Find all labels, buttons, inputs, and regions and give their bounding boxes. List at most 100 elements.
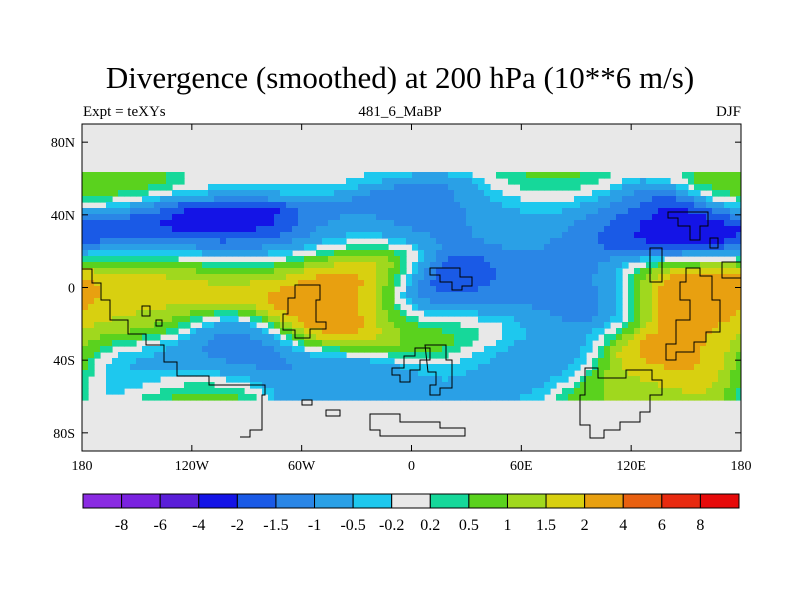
field-cell: [328, 352, 335, 359]
field-cell: [406, 298, 413, 305]
field-cell: [574, 178, 581, 185]
field-cell: [370, 292, 377, 299]
field-cell: [496, 268, 503, 275]
field-cell: [322, 322, 329, 329]
field-cell: [238, 322, 245, 329]
field-cell: [652, 292, 659, 299]
field-cell: [196, 262, 203, 269]
field-cell: [442, 298, 449, 305]
field-cell: [106, 184, 113, 191]
field-cell: [694, 214, 701, 221]
field-cell: [82, 340, 89, 347]
field-cell: [646, 388, 653, 395]
field-cell: [112, 274, 119, 281]
field-cell: [202, 370, 209, 377]
field-cell: [736, 322, 741, 329]
field-cell: [502, 196, 509, 203]
field-cell: [622, 196, 629, 203]
field-cell: [244, 232, 251, 239]
field-cell: [322, 388, 329, 395]
field-cell: [694, 376, 701, 383]
field-cell: [124, 190, 131, 197]
field-cell: [658, 202, 665, 209]
field-cell: [688, 232, 695, 239]
field-cell: [652, 262, 659, 269]
field-cell: [682, 388, 689, 395]
field-cell: [310, 238, 317, 245]
field-cell: [610, 388, 617, 395]
field-cell: [148, 358, 155, 365]
field-cell: [502, 244, 509, 251]
field-cell: [202, 292, 209, 299]
field-cell: [388, 346, 395, 353]
field-cell: [202, 262, 209, 269]
field-cell: [352, 202, 359, 209]
field-cell: [550, 256, 557, 263]
field-cell: [106, 388, 113, 395]
field-cell: [226, 352, 233, 359]
field-cell: [232, 376, 239, 383]
field-cell: [274, 214, 281, 221]
field-cell: [238, 232, 245, 239]
field-cell: [520, 382, 527, 389]
field-cell: [406, 364, 413, 371]
field-cell: [112, 226, 119, 233]
field-cell: [454, 286, 461, 293]
field-cell: [88, 346, 95, 353]
field-cell: [286, 334, 293, 341]
field-cell: [358, 184, 365, 191]
field-cell: [280, 394, 287, 401]
field-cell: [346, 256, 353, 263]
field-cell: [556, 394, 563, 401]
field-cell: [322, 328, 329, 335]
field-cell: [220, 370, 227, 377]
field-cell: [652, 190, 659, 197]
field-cell: [694, 370, 701, 377]
field-cell: [640, 220, 647, 227]
coastline-antarctica: [301, 399, 466, 437]
field-cell: [676, 292, 683, 299]
field-cell: [628, 232, 635, 239]
field-cell: [724, 304, 731, 311]
field-cell: [508, 364, 515, 371]
field-cell: [238, 214, 245, 221]
field-cell: [562, 352, 569, 359]
field-cell: [88, 250, 95, 257]
field-cell: [148, 172, 155, 179]
field-cell: [610, 244, 617, 251]
field-cell: [280, 304, 287, 311]
field-cell: [478, 232, 485, 239]
field-cell: [268, 310, 275, 317]
field-cell: [316, 364, 323, 371]
field-cell: [112, 262, 119, 269]
field-cell: [472, 304, 479, 311]
field-cell: [658, 262, 665, 269]
field-cell: [394, 364, 401, 371]
field-cell: [586, 334, 593, 341]
field-cell: [490, 388, 497, 395]
field-cell: [598, 376, 605, 383]
field-cell: [220, 208, 227, 215]
field-cell: [544, 340, 551, 347]
field-cell: [160, 250, 167, 257]
field-cell: [304, 340, 311, 347]
field-cell: [172, 178, 179, 185]
field-cell: [562, 250, 569, 257]
field-cell: [388, 202, 395, 209]
field-cell: [346, 274, 353, 281]
field-cell: [628, 316, 635, 323]
field-cell: [94, 250, 101, 257]
field-cell: [196, 250, 203, 257]
field-cell: [340, 226, 347, 233]
field-cell: [400, 352, 407, 359]
field-cell: [142, 334, 149, 341]
field-cell: [538, 334, 545, 341]
field-cell: [148, 208, 155, 215]
field-cell: [148, 256, 155, 263]
field-cell: [136, 304, 143, 311]
field-cell: [646, 226, 653, 233]
field-cell: [322, 262, 329, 269]
field-cell: [166, 202, 173, 209]
field-cell: [310, 322, 317, 329]
field-cell: [628, 394, 635, 401]
